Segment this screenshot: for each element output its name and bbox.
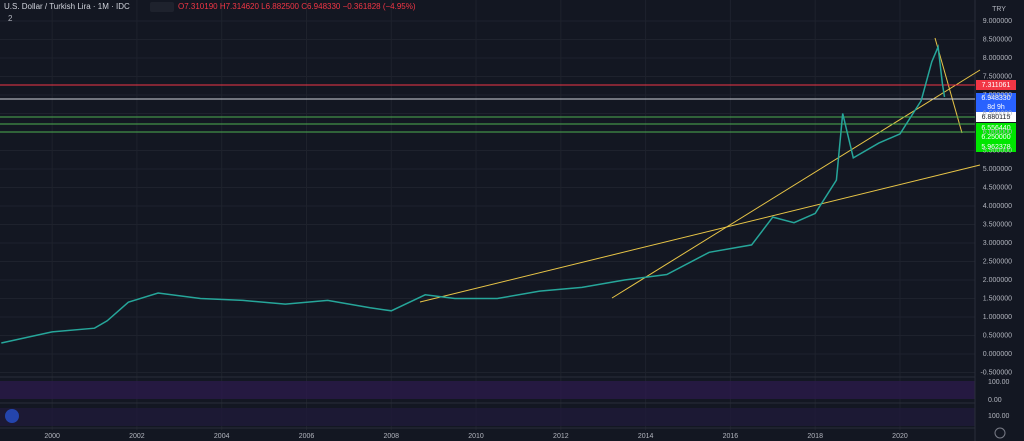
y-tick-label: 6.000000 (983, 129, 1012, 136)
symbol: U.S. Dollar / Turkish Lira · 1M · IDC (4, 2, 130, 11)
x-tick-label: 2002 (129, 433, 145, 440)
rsi-band (0, 381, 975, 399)
pane-labels: 100.00 0.00 100.00 (988, 379, 1010, 420)
price-tag-label: 6.250000 (981, 134, 1010, 141)
y-tick-label: 3.500000 (983, 221, 1012, 228)
y-tick-label: 2.000000 (983, 277, 1012, 284)
currency: TRY (992, 6, 1006, 13)
y-tick-label: 1.000000 (983, 314, 1012, 321)
pane-label: 0.00 (988, 397, 1002, 404)
price-tag (976, 123, 1016, 133)
price-line (1, 44, 946, 344)
price-tag (976, 93, 1016, 103)
pane-label: 100.00 (988, 379, 1010, 386)
price-tags: 7.311061 6.948330 8d 9h 6.880115 6.556440 6.2… (976, 80, 1016, 152)
settings-button[interactable] (994, 427, 1006, 439)
price-tag (976, 112, 1016, 122)
price-tag-label: 8d 9h (987, 104, 1005, 111)
trendline (611, 69, 981, 299)
x-tick-label: 2014 (638, 433, 654, 440)
stoch-band (0, 408, 975, 426)
x-tick-label: 2012 (553, 433, 569, 440)
x-tick-label: 2000 (44, 433, 60, 440)
price-tag-label: 5.962378 (981, 144, 1010, 151)
plot (1, 44, 946, 344)
price-tag-label: 6.948330 (981, 95, 1010, 102)
price-tag-label: 6.556440 (981, 125, 1010, 132)
pane-label: 100.00 (988, 413, 1010, 420)
x-tick-label: 2004 (214, 433, 230, 440)
price-tag (976, 132, 1016, 142)
y-tick-label: 7.000000 (983, 92, 1012, 99)
y-tick-label: 5.500000 (983, 147, 1012, 154)
trendline (419, 164, 981, 303)
y-tick-label: 7.500000 (983, 73, 1012, 80)
price-tag-label: 7.311061 (982, 82, 1011, 89)
x-tick-label: 2020 (892, 433, 908, 440)
x-tick-label: 2006 (299, 433, 315, 440)
logo[interactable] (5, 409, 19, 423)
x-tick-label: 2010 (468, 433, 484, 440)
y-tick-label: 2.500000 (983, 258, 1012, 265)
price-tag-label: 6.880115 (982, 114, 1011, 121)
price-tag (976, 80, 1016, 90)
y-tick-label: 3.000000 (983, 240, 1012, 247)
y-tick-label: 6.500000 (983, 110, 1012, 117)
price-tag (976, 102, 1016, 112)
eye-button[interactable] (150, 2, 174, 12)
x-tick-label: 2018 (807, 433, 823, 440)
y-tick-label: 9.000000 (983, 18, 1012, 25)
x-tick-label: 2008 (383, 433, 399, 440)
ohlc: O7.310190 H7.314620 L6.882500 C6.948330 … (178, 2, 416, 11)
y-tick-label: 8.000000 (983, 55, 1012, 62)
y-tick-label: 4.000000 (983, 203, 1012, 210)
y-tick-label: 0.500000 (983, 332, 1012, 339)
y-tick-label: 5.000000 (983, 166, 1012, 173)
y-tick-label: 8.500000 (983, 36, 1012, 43)
x-tick-label: 2016 (723, 433, 739, 440)
y-tick-label: 1.500000 (983, 295, 1012, 302)
y-tick-label: 0.000000 (983, 351, 1012, 358)
price-tag (976, 142, 1016, 152)
y-tick-label: -0.500000 (980, 369, 1012, 376)
y-tick-label: 4.500000 (983, 184, 1012, 191)
studies-count[interactable]: 2 (8, 14, 13, 23)
